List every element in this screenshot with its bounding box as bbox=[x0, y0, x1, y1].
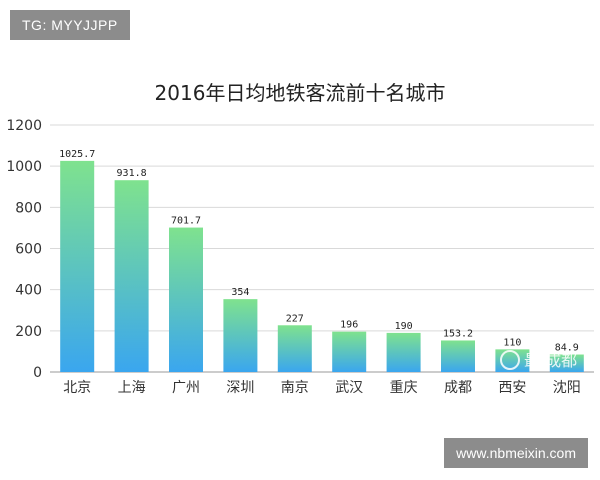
y-tick-label: 1000 bbox=[6, 159, 42, 175]
bar-chart: 2016年日均地铁客流前十名城市 0 200 400 600 800 1000 1200 1… bbox=[6, 81, 594, 396]
x-tick-label: 北京 bbox=[63, 380, 91, 396]
data-label: 931.8 bbox=[117, 168, 147, 179]
x-tick-label: 广州 bbox=[172, 380, 200, 396]
data-label: 227 bbox=[286, 313, 304, 324]
x-tick-label: 重庆 bbox=[390, 380, 418, 396]
bar-武汉 bbox=[332, 331, 367, 372]
bar-重庆 bbox=[386, 332, 421, 372]
y-tick-label: 200 bbox=[15, 324, 42, 340]
y-tick-label: 400 bbox=[15, 283, 42, 299]
y-tick-label: 800 bbox=[15, 200, 42, 216]
bar-广州 bbox=[169, 227, 203, 372]
data-label: 110 bbox=[503, 337, 521, 348]
data-label: 190 bbox=[395, 321, 413, 332]
logo-watermark: 最 成都 bbox=[500, 350, 577, 370]
bars-layer bbox=[60, 160, 584, 372]
bar-深圳 bbox=[223, 299, 258, 372]
x-tick-label: 南京 bbox=[281, 380, 309, 396]
top-watermark-tag: TG: MYYJJPP bbox=[10, 10, 130, 40]
data-label: 196 bbox=[340, 320, 358, 331]
data-label: 354 bbox=[231, 287, 249, 298]
logo-circle bbox=[500, 350, 520, 370]
x-tick-label: 深圳 bbox=[226, 380, 254, 396]
bar-南京 bbox=[277, 325, 312, 372]
chart-panel: 2016年日均地铁客流前十名城市 0 200 400 600 800 1000 1200 1… bbox=[0, 62, 600, 400]
x-tick-label: 武汉 bbox=[335, 380, 363, 396]
data-label: 701.7 bbox=[171, 216, 201, 227]
x-tick-label: 沈阳 bbox=[553, 380, 581, 396]
labels-layer: 1025.7 北京 931.8 上海 701.7 广州 354 深圳 227 南京 196 武汉 190… bbox=[59, 149, 581, 396]
bar-北京 bbox=[60, 160, 95, 372]
bar-沈阳 bbox=[549, 354, 584, 372]
bar-上海 bbox=[114, 180, 149, 372]
bar-成都 bbox=[441, 340, 475, 372]
x-tick-label: 成都 bbox=[444, 380, 472, 396]
bottom-watermark-tag: www.nbmeixin.com bbox=[444, 438, 588, 468]
logo-text: 最 成都 bbox=[524, 351, 577, 370]
y-tick-label: 0 bbox=[33, 365, 42, 381]
data-label: 153.2 bbox=[443, 328, 473, 339]
y-tick-label: 600 bbox=[15, 242, 42, 258]
data-label: 84.9 bbox=[555, 343, 579, 354]
x-tick-label: 西安 bbox=[498, 380, 526, 396]
y-tick-label: 1200 bbox=[6, 118, 42, 134]
data-label: 1025.7 bbox=[59, 149, 95, 160]
x-tick-label: 上海 bbox=[118, 380, 146, 396]
chart-title: 2016年日均地铁客流前十名城市 bbox=[155, 81, 446, 105]
